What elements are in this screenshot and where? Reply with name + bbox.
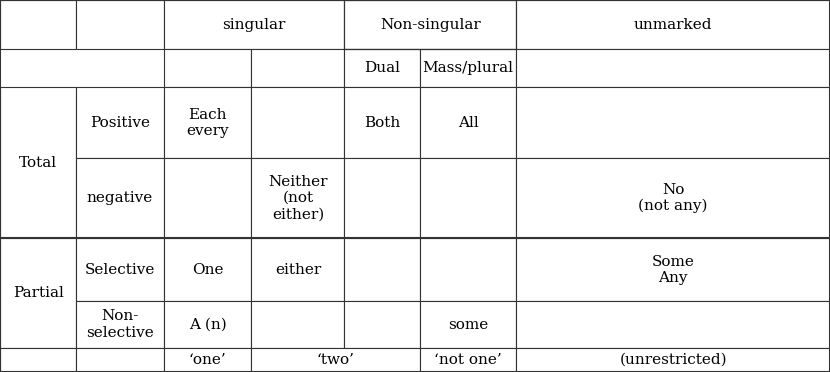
Text: A (n): A (n): [188, 318, 227, 331]
Bar: [251, 49, 344, 87]
Bar: [344, 158, 420, 238]
Text: Non-
selective: Non- selective: [86, 310, 154, 340]
Bar: [164, 348, 251, 372]
Text: ‘one’: ‘one’: [188, 353, 227, 367]
Bar: [164, 158, 251, 238]
Bar: [251, 301, 344, 348]
Bar: [420, 158, 516, 238]
Bar: [76, 301, 164, 348]
Text: some: some: [448, 318, 488, 331]
Bar: [516, 301, 830, 348]
Text: Total: Total: [19, 156, 57, 170]
Bar: [516, 87, 830, 158]
Bar: [516, 238, 830, 301]
Bar: [164, 87, 251, 158]
Bar: [76, 0, 164, 49]
Text: One: One: [192, 263, 223, 277]
Text: Selective: Selective: [85, 263, 155, 277]
Bar: [251, 87, 344, 158]
Text: Non-singular: Non-singular: [380, 17, 481, 32]
Bar: [76, 238, 164, 301]
Bar: [164, 49, 251, 87]
Bar: [516, 49, 830, 87]
Bar: [420, 87, 516, 158]
Text: Mass/plural: Mass/plural: [422, 61, 514, 75]
Bar: [344, 49, 420, 87]
Bar: [344, 87, 420, 158]
Text: unmarked: unmarked: [634, 17, 712, 32]
Text: either: either: [275, 263, 321, 277]
Bar: [420, 301, 516, 348]
Bar: [76, 87, 164, 158]
Bar: [164, 238, 251, 301]
Text: No
(not any): No (not any): [638, 183, 708, 214]
Bar: [76, 158, 164, 238]
Bar: [420, 49, 516, 87]
Text: Some
Any: Some Any: [652, 254, 695, 285]
Bar: [251, 238, 344, 301]
Bar: [420, 348, 516, 372]
Bar: [516, 158, 830, 238]
Bar: [0, 348, 76, 372]
Text: Both: Both: [364, 116, 400, 130]
Text: negative: negative: [87, 191, 153, 205]
Text: Each
every: Each every: [186, 108, 229, 138]
Bar: [344, 301, 420, 348]
Bar: [164, 0, 344, 49]
Text: (unrestricted): (unrestricted): [619, 353, 727, 367]
Bar: [516, 348, 830, 372]
Bar: [0, 87, 76, 238]
Bar: [516, 0, 830, 49]
Bar: [0, 0, 76, 49]
Bar: [0, 238, 76, 348]
Text: singular: singular: [222, 17, 286, 32]
Bar: [344, 238, 420, 301]
Bar: [251, 158, 344, 238]
Bar: [76, 348, 164, 372]
Text: ‘two’: ‘two’: [317, 353, 354, 367]
Text: Dual: Dual: [364, 61, 400, 75]
Bar: [344, 0, 516, 49]
Bar: [420, 238, 516, 301]
Text: ‘not one’: ‘not one’: [434, 353, 502, 367]
Bar: [251, 348, 420, 372]
Bar: [164, 301, 251, 348]
Text: All: All: [458, 116, 479, 130]
Text: Partial: Partial: [12, 286, 64, 300]
Text: Neither
(not
either): Neither (not either): [268, 175, 328, 221]
Text: Positive: Positive: [90, 116, 150, 130]
